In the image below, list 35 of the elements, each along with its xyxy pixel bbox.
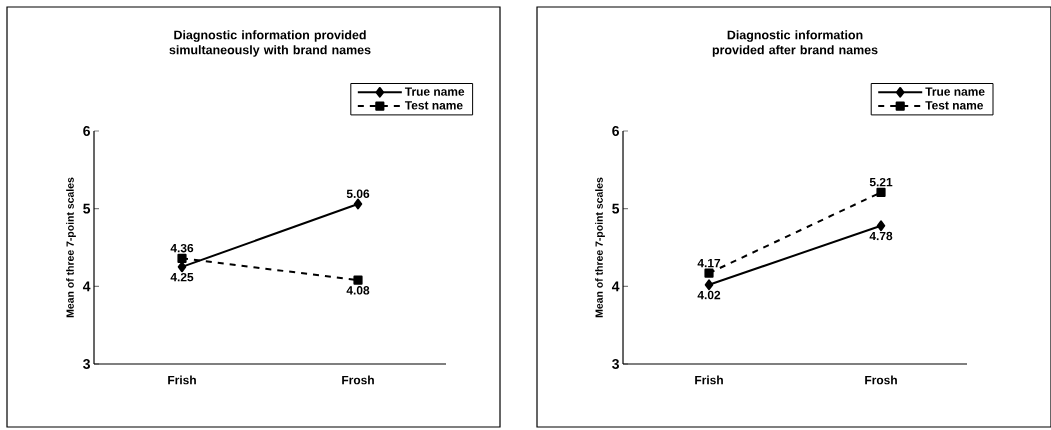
legend-label: Test name xyxy=(925,101,984,110)
y-tick-label: 6 xyxy=(83,126,90,136)
legend-label: True name xyxy=(404,87,465,96)
y-tick-label: 3 xyxy=(83,359,90,369)
y-tick-label: 6 xyxy=(612,126,619,136)
data-label: 4.25 xyxy=(170,272,194,282)
y-tick-label: 3 xyxy=(612,359,619,369)
x-tick-label: Frosh xyxy=(342,375,374,385)
y-tick-label: 4 xyxy=(611,281,620,292)
x-tick-label: Frosh xyxy=(865,375,897,385)
data-label: 4.36 xyxy=(170,243,194,253)
legend-label: True name xyxy=(925,87,985,96)
point xyxy=(704,279,714,291)
data-label: 4.08 xyxy=(346,286,370,295)
point xyxy=(704,268,714,278)
point xyxy=(353,275,363,285)
y-axis-title: Mean of three 7-point scales xyxy=(595,177,605,318)
x-tick-label: Frish xyxy=(695,375,723,385)
y-tick-label: 5 xyxy=(612,203,620,214)
legend-label: Test name xyxy=(404,101,463,110)
point xyxy=(353,198,363,210)
data-label: 5.06 xyxy=(346,189,370,198)
data-label: 4.02 xyxy=(697,290,721,300)
point xyxy=(876,220,886,232)
point xyxy=(876,187,886,197)
chart-title: Diagnostic information provided after brand names xyxy=(712,30,878,57)
data-label: 4.17 xyxy=(697,258,721,268)
data-label: 5.21 xyxy=(869,177,893,187)
point xyxy=(177,253,187,263)
data-label: 4.78 xyxy=(869,231,893,241)
y-tick-label: 5 xyxy=(83,203,91,214)
y-axis-title: Mean of three 7-point scales xyxy=(66,177,76,318)
chart-title: Diagnostic information provided simultaneously with brand names xyxy=(169,30,371,57)
y-tick-label: 4 xyxy=(82,281,91,292)
x-tick-label: Frish xyxy=(168,375,196,385)
